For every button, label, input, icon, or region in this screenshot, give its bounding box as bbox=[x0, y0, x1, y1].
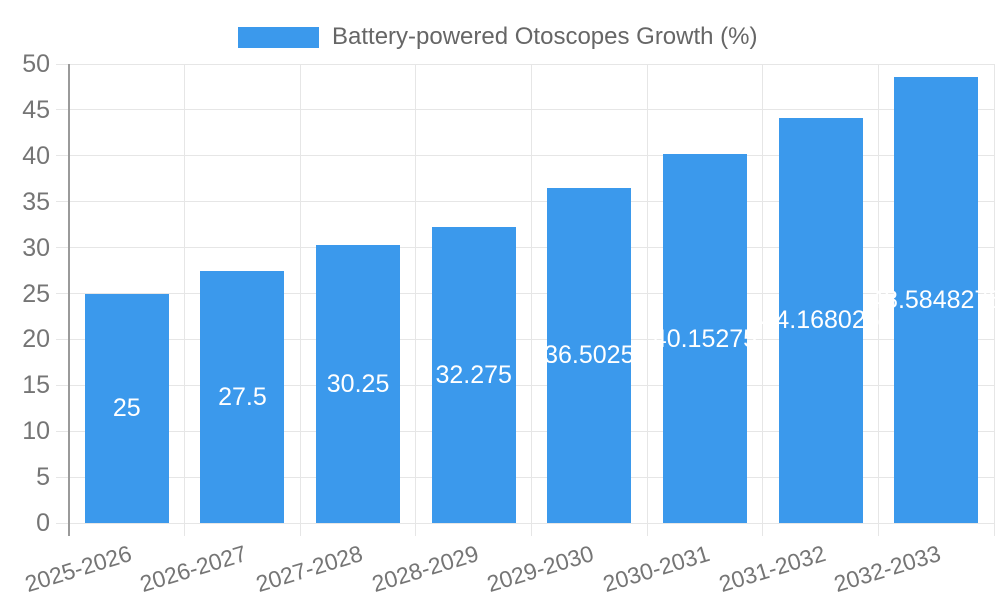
y-axis-tick-label: 50 bbox=[22, 50, 50, 78]
y-gridline bbox=[56, 63, 994, 65]
y-axis-tick-label: 25 bbox=[22, 279, 50, 308]
x-gridline bbox=[184, 64, 186, 536]
bar-value-label: 44.168025 bbox=[761, 306, 880, 335]
y-axis-tick-label: 5 bbox=[36, 463, 50, 492]
legend-item[interactable]: Battery-powered Otoscopes Growth (%) bbox=[238, 24, 758, 50]
y-gridline bbox=[56, 109, 994, 111]
y-axis-tick-label: 10 bbox=[22, 417, 50, 446]
x-gridline bbox=[993, 64, 995, 536]
legend-label: Battery-powered Otoscopes Growth (%) bbox=[332, 23, 758, 50]
legend-swatch bbox=[238, 26, 319, 48]
bar[interactable] bbox=[84, 293, 169, 523]
bar[interactable] bbox=[431, 226, 516, 523]
y-gridline bbox=[56, 201, 994, 203]
y-axis-tick-label: 45 bbox=[22, 95, 50, 124]
bar-value-label: 48.5848275 bbox=[870, 285, 1000, 314]
y-axis-line bbox=[68, 64, 70, 536]
bar-value-label: 40.15275 bbox=[652, 324, 758, 353]
bar[interactable] bbox=[894, 76, 979, 523]
y-gridline bbox=[56, 338, 994, 340]
y-gridline bbox=[56, 293, 994, 294]
y-axis-tick-label: 20 bbox=[22, 325, 50, 354]
bar[interactable] bbox=[200, 270, 285, 523]
bar-value-label: 36.5025 bbox=[544, 341, 635, 370]
y-axis-tick-label: 30 bbox=[22, 233, 50, 262]
y-axis-tick-label: 0 bbox=[36, 509, 50, 537]
x-gridline bbox=[762, 64, 764, 536]
y-gridline bbox=[56, 155, 994, 157]
x-gridline bbox=[415, 64, 417, 536]
bar-value-label: 32.275 bbox=[435, 360, 512, 389]
bar-value-label: 27.5 bbox=[218, 382, 267, 411]
y-gridline bbox=[56, 476, 994, 478]
x-gridline bbox=[877, 64, 879, 536]
y-gridline bbox=[56, 247, 994, 249]
y-axis-tick-label: 35 bbox=[22, 187, 50, 216]
bar[interactable] bbox=[778, 117, 863, 523]
bar[interactable] bbox=[547, 187, 632, 523]
y-gridline bbox=[56, 522, 994, 524]
x-gridline bbox=[531, 64, 532, 536]
x-gridline bbox=[299, 64, 301, 536]
y-gridline bbox=[56, 430, 994, 432]
y-gridline bbox=[56, 384, 994, 386]
bar-value-label: 25 bbox=[112, 394, 141, 423]
bar[interactable] bbox=[662, 154, 747, 523]
bar-value-label: 30.25 bbox=[326, 370, 390, 399]
bar[interactable] bbox=[316, 245, 401, 523]
x-gridline bbox=[646, 64, 648, 536]
y-axis-tick-label: 15 bbox=[22, 371, 50, 400]
y-axis-tick-label: 40 bbox=[22, 141, 50, 170]
